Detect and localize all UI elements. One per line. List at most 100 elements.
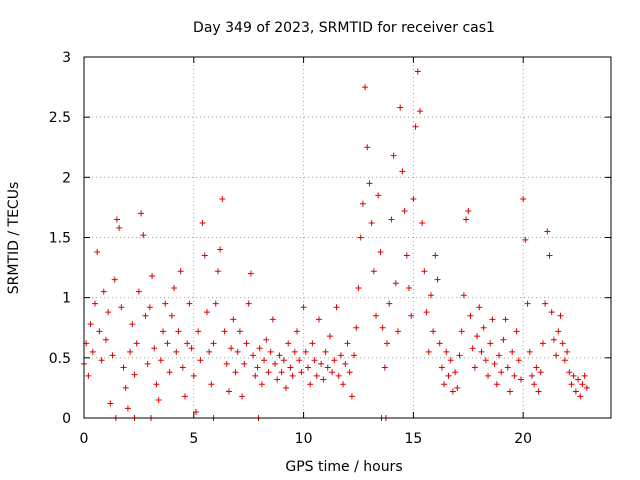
data-point (302, 348, 309, 355)
data-point (531, 381, 538, 388)
data-point (487, 340, 494, 347)
data-point (392, 280, 399, 287)
data-point (362, 84, 369, 91)
y-tick-labels: 0 0.5 1 1.5 2 2.5 3 (49, 50, 71, 427)
data-point (386, 300, 393, 307)
data-point (513, 328, 520, 335)
data-point (177, 268, 184, 275)
data-point (91, 300, 98, 307)
data-point (221, 328, 228, 335)
data-point (223, 360, 230, 367)
data-point (129, 321, 136, 328)
data-point (171, 285, 178, 292)
data-point (283, 384, 290, 391)
data-point (149, 273, 156, 280)
data-point (515, 357, 522, 364)
y-tick-label: 1.5 (49, 231, 71, 247)
data-point (478, 348, 485, 355)
data-point (463, 216, 470, 223)
data-point (342, 360, 349, 367)
data-point (107, 400, 114, 407)
data-point (300, 304, 307, 311)
data-point (144, 360, 151, 367)
data-point (214, 268, 221, 275)
data-point (111, 276, 118, 283)
data-point (94, 248, 101, 255)
data-point (348, 393, 355, 400)
data-point (384, 340, 391, 347)
data-point (247, 270, 254, 277)
data-point (355, 285, 362, 292)
data-point (581, 372, 588, 379)
data-point (357, 234, 364, 241)
data-point (509, 348, 516, 355)
data-point (460, 292, 467, 299)
data-point (528, 372, 535, 379)
data-point (359, 200, 366, 207)
data-point (267, 348, 274, 355)
data-point (329, 369, 336, 376)
data-point (458, 328, 465, 335)
data-point (454, 384, 461, 391)
data-point (441, 381, 448, 388)
data-point (535, 388, 542, 395)
x-tick-label: 20 (514, 431, 532, 447)
data-point (337, 352, 344, 359)
data-point (443, 348, 450, 355)
data-point (179, 364, 186, 371)
data-point (364, 144, 371, 151)
data-point (502, 316, 509, 323)
data-point (564, 348, 571, 355)
data-point (146, 304, 153, 311)
data-point (153, 381, 160, 388)
data-point (206, 348, 213, 355)
data-point (568, 381, 575, 388)
data-point (412, 123, 419, 130)
data-point (142, 312, 149, 319)
data-point (381, 364, 388, 371)
data-point (566, 369, 573, 376)
data-point (195, 328, 202, 335)
data-point (471, 364, 478, 371)
data-point (544, 228, 551, 235)
data-point (272, 360, 279, 367)
data-point (537, 369, 544, 376)
data-point (498, 369, 505, 376)
data-point (577, 393, 584, 400)
data-point (474, 333, 481, 340)
data-point (491, 360, 498, 367)
data-point (307, 381, 314, 388)
data-point (553, 352, 560, 359)
y-tick-label: 1 (62, 291, 71, 307)
x-tick-label: 10 (295, 431, 313, 447)
data-points (81, 68, 590, 421)
data-point (324, 364, 331, 371)
data-point (313, 372, 320, 379)
data-point (250, 352, 257, 359)
data-point (138, 210, 145, 217)
data-point (236, 328, 243, 335)
data-point (375, 192, 382, 199)
data-point (572, 388, 579, 395)
data-point (127, 348, 134, 355)
data-point (533, 364, 540, 371)
data-point (423, 309, 430, 316)
data-point (280, 357, 287, 364)
data-point (100, 288, 107, 295)
data-point (190, 372, 197, 379)
data-point (447, 357, 454, 364)
data-point (379, 324, 386, 331)
x-tick-label: 15 (404, 431, 422, 447)
data-point (333, 304, 340, 311)
data-point (131, 371, 138, 378)
data-point (289, 372, 296, 379)
data-point (98, 357, 105, 364)
data-point (353, 324, 360, 331)
data-point (445, 372, 452, 379)
data-point (89, 348, 96, 355)
data-point (579, 381, 586, 388)
y-axis-label: SRMTID / TECUs (6, 182, 22, 295)
data-point (186, 300, 193, 307)
data-point (504, 364, 511, 371)
